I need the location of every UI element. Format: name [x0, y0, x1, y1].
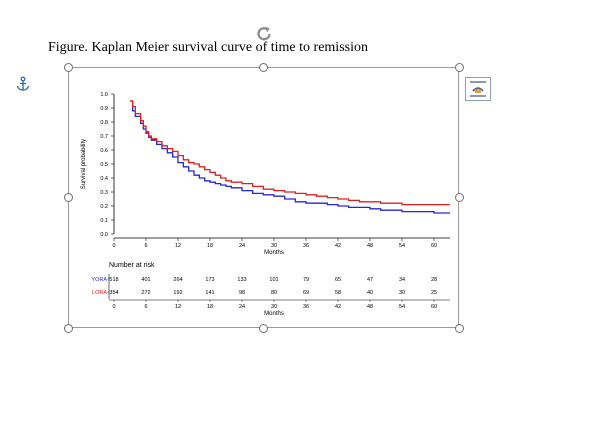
- risk-table-x-label: Months: [264, 311, 284, 317]
- risk-count: 28: [431, 277, 437, 283]
- risk-count: 264: [173, 277, 182, 283]
- y-tick-label: 0.9: [100, 106, 108, 112]
- risk-count: 79: [303, 277, 309, 283]
- risk-count: 272: [141, 290, 150, 296]
- x-tick-label: 60: [431, 243, 437, 249]
- resize-handle-bottom-left[interactable]: [64, 324, 73, 333]
- x-tick-label: 36: [303, 243, 309, 249]
- risk-count: 141: [205, 290, 214, 296]
- x-tick-label: 42: [335, 243, 341, 249]
- risk-count: 133: [237, 277, 246, 283]
- x-tick-label: 18: [207, 243, 213, 249]
- risk-count: 34: [399, 277, 405, 283]
- risk-count: 69: [303, 290, 309, 296]
- resize-handle-top-right[interactable]: [455, 63, 464, 72]
- y-tick-label: 0.6: [100, 148, 108, 154]
- y-tick-label: 0.0: [100, 232, 108, 238]
- risk-x-tick-label: 54: [399, 304, 405, 310]
- risk-x-tick-label: 30: [271, 304, 277, 310]
- resize-handle-top-left[interactable]: [64, 63, 73, 72]
- risk-x-tick-label: 42: [335, 304, 341, 310]
- y-tick-label: 0.2: [100, 204, 108, 210]
- risk-x-tick-label: 60: [431, 304, 437, 310]
- risk-x-tick-label: 18: [207, 304, 213, 310]
- y-axis-label: Survival probability: [81, 139, 87, 189]
- km-curve-lora: [130, 100, 450, 206]
- x-tick-label: 30: [271, 243, 277, 249]
- resize-handle-middle-left[interactable]: [64, 193, 73, 202]
- resize-handle-top-center[interactable]: [259, 63, 268, 72]
- risk-row-label-yora: YORA: [91, 277, 107, 283]
- risk-x-tick-label: 48: [367, 304, 373, 310]
- layout-options-icon: [470, 81, 486, 97]
- y-tick-label: 0.5: [100, 162, 108, 168]
- x-tick-label: 48: [367, 243, 373, 249]
- risk-x-tick-label: 24: [239, 304, 245, 310]
- x-tick-label: 24: [239, 243, 245, 249]
- risk-count: 401: [141, 277, 150, 283]
- risk-count: 518: [109, 277, 118, 283]
- risk-x-tick-label: 12: [175, 304, 181, 310]
- risk-count: 25: [431, 290, 437, 296]
- risk-table-title: Number at risk: [109, 262, 155, 269]
- x-tick-label: 6: [144, 243, 147, 249]
- y-tick-label: 0.1: [100, 218, 108, 224]
- risk-count: 98: [239, 290, 245, 296]
- y-tick-label: 0.8: [100, 120, 108, 126]
- risk-x-tick-label: 36: [303, 304, 309, 310]
- risk-count: 101: [269, 277, 278, 283]
- km-curve-yora: [130, 100, 450, 214]
- x-axis-label: Months: [264, 250, 284, 256]
- risk-count: 354: [109, 290, 118, 296]
- y-tick-label: 0.7: [100, 134, 108, 140]
- figure-caption: Figure. Kaplan Meier survival curve of t…: [48, 40, 368, 55]
- anchor-icon[interactable]: [15, 76, 31, 92]
- risk-x-tick-label: 0: [112, 304, 115, 310]
- rotate-handle-icon[interactable]: [254, 24, 274, 44]
- y-tick-label: 0.4: [100, 176, 108, 182]
- risk-count: 47: [367, 277, 373, 283]
- risk-count: 30: [399, 290, 405, 296]
- risk-count: 58: [335, 290, 341, 296]
- risk-row-label-lora: LORA: [92, 290, 107, 296]
- risk-x-tick-label: 6: [144, 304, 147, 310]
- x-tick-label: 12: [175, 243, 181, 249]
- layout-options-button[interactable]: [465, 77, 491, 101]
- y-tick-label: 0.3: [100, 190, 108, 196]
- x-tick-label: 54: [399, 243, 405, 249]
- risk-count: 80: [271, 290, 277, 296]
- x-tick-label: 0: [112, 243, 115, 249]
- y-tick-label: 1.0: [100, 92, 108, 98]
- resize-handle-bottom-right[interactable]: [455, 324, 464, 333]
- risk-count: 192: [173, 290, 182, 296]
- risk-count: 65: [335, 277, 341, 283]
- risk-count: 173: [205, 277, 214, 283]
- resize-handle-bottom-center[interactable]: [259, 324, 268, 333]
- risk-count: 40: [367, 290, 373, 296]
- resize-handle-middle-right[interactable]: [455, 193, 464, 202]
